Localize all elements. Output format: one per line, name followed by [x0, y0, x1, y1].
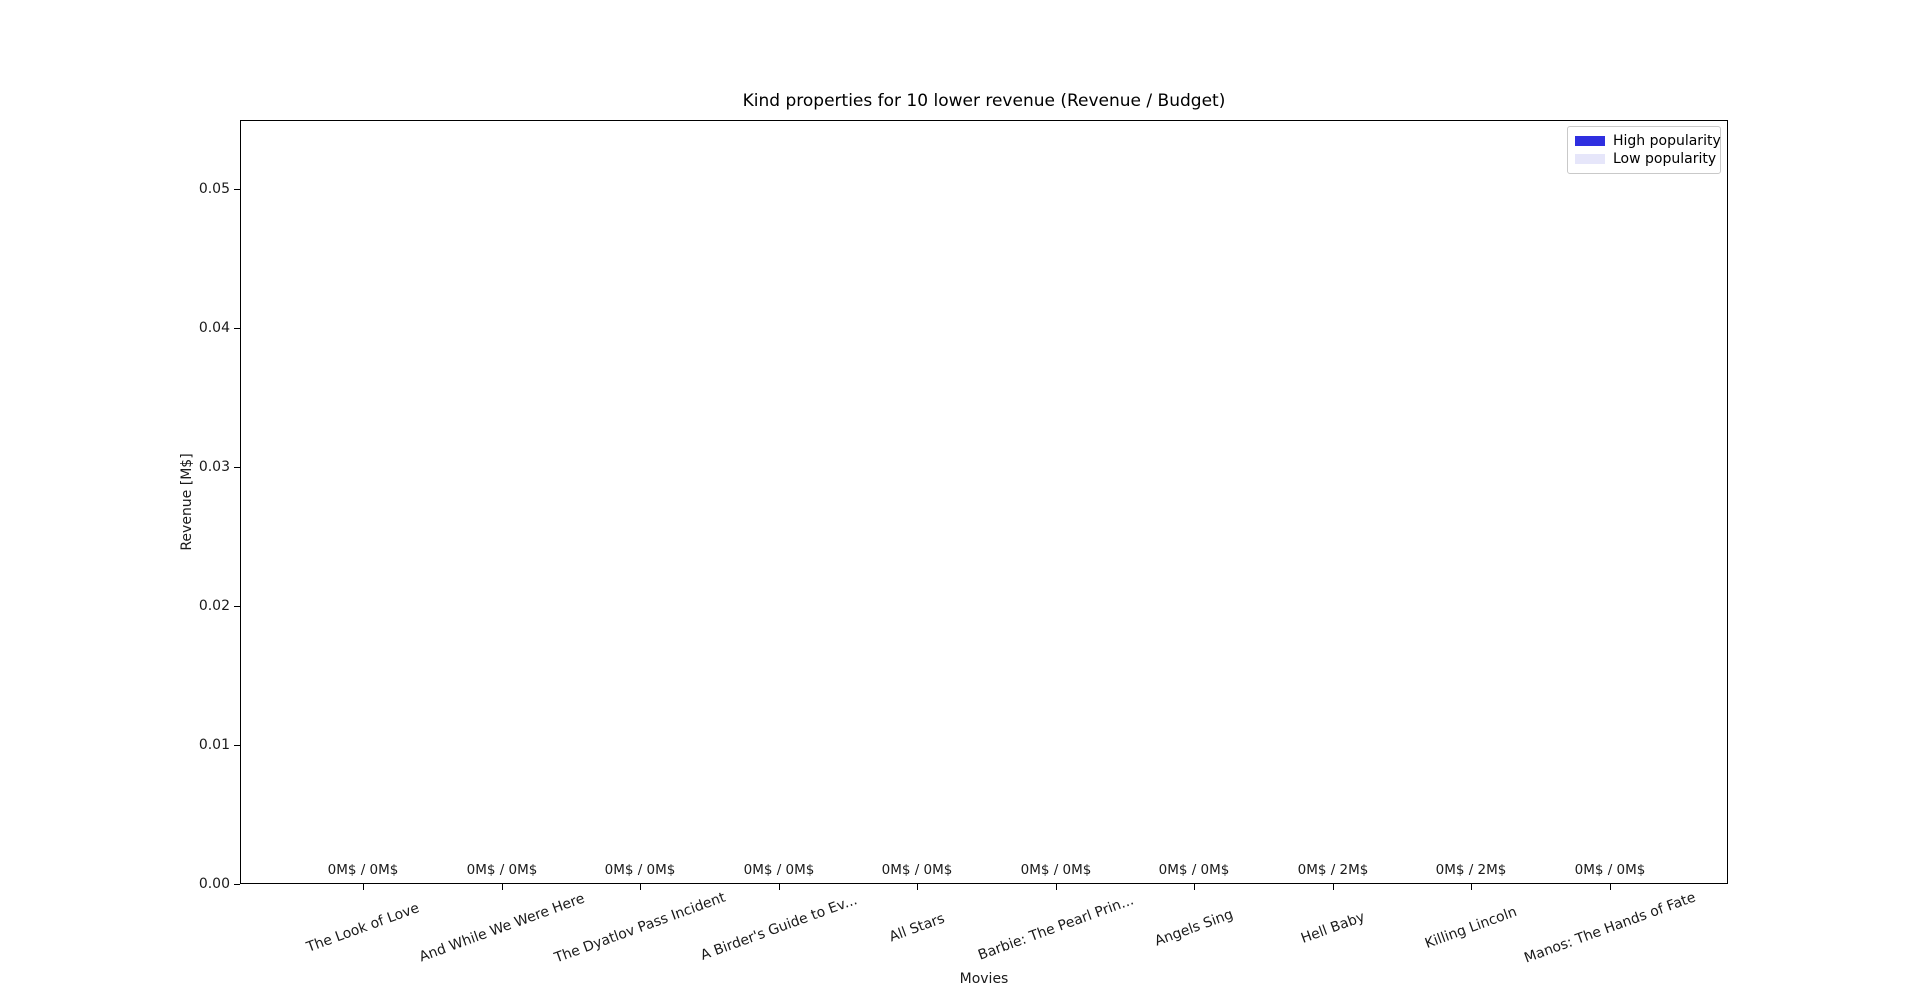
x-tick [502, 884, 503, 890]
legend-row-low-popularity: Low popularity [1575, 150, 1716, 168]
x-tick [1194, 884, 1195, 890]
x-tick [917, 884, 918, 890]
y-tick-label: 0.03 [198, 459, 230, 475]
x-tick [1056, 884, 1057, 890]
high-popularity-swatch [1575, 136, 1605, 146]
legend-box: High popularity Low popularity [1567, 126, 1721, 174]
x-tick [779, 884, 780, 890]
y-tick [234, 328, 240, 329]
y-tick-label: 0.05 [198, 181, 230, 197]
x-tick-label: Hell Baby [1298, 909, 1368, 947]
bar-value-label: 0M$ / 0M$ [604, 862, 676, 878]
x-tick-label: The Look of Love [304, 900, 422, 956]
y-tick [234, 884, 240, 885]
y-tick-label: 0.04 [198, 320, 230, 336]
legend-label-low-popularity: Low popularity [1613, 151, 1717, 167]
plot-area [240, 120, 1728, 884]
bar-value-label: 0M$ / 2M$ [1435, 862, 1507, 878]
x-tick [1471, 884, 1472, 890]
x-tick [363, 884, 364, 890]
x-tick [1333, 884, 1334, 890]
x-tick [1610, 884, 1611, 890]
legend-row-high-popularity: High popularity [1575, 132, 1721, 150]
y-tick [234, 745, 240, 746]
y-tick [234, 606, 240, 607]
x-tick-label: Angels Sing [1152, 906, 1236, 950]
x-tick-label: Barbie: The Pearl Prin... [976, 892, 1136, 964]
x-axis-label: Movies [959, 971, 1009, 987]
bar-value-label: 0M$ / 2M$ [1297, 862, 1369, 878]
x-tick-label: Manos: The Hands of Fate [1522, 889, 1698, 967]
x-tick-label: All Stars [887, 910, 947, 946]
y-tick [234, 467, 240, 468]
x-tick-label: Killing Lincoln [1422, 903, 1520, 953]
bar-value-label: 0M$ / 0M$ [1158, 862, 1230, 878]
y-tick [234, 189, 240, 190]
legend-label-high-popularity: High popularity [1613, 133, 1721, 149]
chart-title: Kind properties for 10 lower revenue (Re… [742, 91, 1226, 111]
bar-value-label: 0M$ / 0M$ [466, 862, 538, 878]
y-tick-label: 0.02 [198, 598, 230, 614]
bar-value-label: 0M$ / 0M$ [1020, 862, 1092, 878]
y-tick-label: 0.01 [198, 737, 230, 753]
bar-value-label: 0M$ / 0M$ [327, 862, 399, 878]
bar-value-label: 0M$ / 0M$ [1574, 862, 1646, 878]
low-popularity-swatch [1575, 154, 1605, 164]
bar-value-label: 0M$ / 0M$ [743, 862, 815, 878]
x-tick [640, 884, 641, 890]
y-tick-label: 0.00 [198, 876, 230, 892]
bar-value-label: 0M$ / 0M$ [881, 862, 953, 878]
